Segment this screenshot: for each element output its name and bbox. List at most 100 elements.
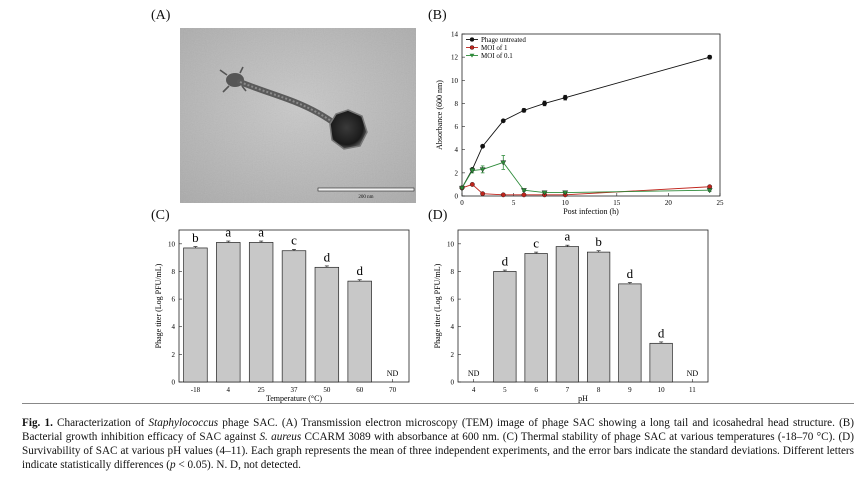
y-tick-label: 4 [451, 323, 455, 331]
data-point [706, 188, 713, 194]
plot-frame [461, 33, 721, 197]
y-tick-label: 10 [168, 240, 176, 248]
tem-micrograph: 200 nm [180, 28, 416, 203]
x-tick-label: 5 [503, 386, 507, 394]
data-point [479, 167, 486, 173]
panel-label-d: (D) [428, 208, 448, 223]
nd-label: ND [387, 369, 399, 378]
y-tick-label: 2 [172, 351, 176, 359]
scale-bar: 200 nm [317, 187, 415, 200]
y-tick-label: 4 [172, 323, 176, 331]
nd-label: ND [468, 369, 480, 378]
nd-label: ND [687, 369, 699, 378]
significance-letter: c [291, 233, 297, 248]
data-point [469, 182, 475, 187]
x-tick-label: 10 [658, 386, 666, 394]
data-point [480, 143, 486, 149]
y-axis-label: Phage titer (Log PFU/mL) [433, 263, 442, 348]
significance-letter: b [192, 230, 199, 245]
legend-marker [469, 37, 475, 42]
phage-head [329, 109, 368, 150]
significance-letter: d [658, 325, 665, 340]
panel-label-c: (C) [151, 208, 170, 223]
x-tick-label: 60 [356, 386, 364, 394]
x-tick-label: 50 [323, 386, 331, 394]
data-point [480, 191, 486, 197]
figure-caption: Fig. 1. Characterization of Staphylococc… [22, 416, 854, 472]
y-axis-label: Phage titer (Log PFU/mL) [154, 263, 163, 348]
y-tick-label: 12 [451, 54, 459, 62]
data-point [459, 185, 465, 191]
y-tick-label: 4 [455, 146, 459, 154]
x-tick-label: 5 [512, 199, 516, 207]
bar [183, 247, 208, 383]
caption-species-2: S. aureus [259, 431, 302, 443]
y-tick-label: 8 [455, 100, 459, 108]
legend-marker [469, 45, 475, 50]
y-tick-label: 14 [451, 31, 459, 39]
y-tick-label: 8 [451, 268, 455, 276]
x-axis-label: pH [578, 394, 588, 403]
data-point [521, 107, 527, 113]
bar [347, 280, 372, 383]
tem-image: 200 nm [180, 28, 416, 203]
data-point [707, 54, 713, 60]
x-tick-label: 70 [389, 386, 397, 394]
x-axis-label: Temperature (°C) [266, 394, 323, 403]
legend-label: MOI of 0.1 [481, 52, 513, 60]
caption-fig-label: Fig. 1. [22, 417, 53, 429]
bar [555, 246, 579, 383]
bar [216, 242, 241, 383]
legend-label: MOI of 1 [481, 44, 508, 52]
data-point [500, 160, 507, 166]
series-line [461, 161, 710, 193]
data-point [541, 190, 548, 196]
x-tick-label: 6 [534, 386, 538, 394]
data-point [500, 192, 506, 198]
x-tick-label: -18 [191, 386, 201, 394]
data-point [500, 118, 506, 124]
significance-letter: d [356, 263, 363, 278]
significance-letter: b [595, 234, 602, 249]
y-axis-label: Absorbance (600 nm) [435, 80, 444, 150]
x-tick-label: 25 [258, 386, 266, 394]
scale-bar-label: 200 nm [358, 195, 373, 200]
x-tick-label: 0 [460, 199, 464, 207]
significance-letter: c [533, 235, 539, 250]
panel-label-a: (A) [151, 8, 171, 23]
bar [314, 266, 340, 383]
significance-letter: d [324, 249, 331, 264]
y-tick-label: 0 [455, 193, 459, 201]
chart-c: 0 2 4 6 8 10 -18 b 4 a 25 a 37 c 50 d 60 d 70 ND Temperature… [154, 224, 410, 403]
caption-text-3: CCARM 3089 with absorbance at 600 nm. (C… [22, 431, 854, 471]
y-tick-label: 6 [172, 296, 176, 304]
y-tick-label: 2 [451, 351, 455, 359]
caption-separator [22, 403, 854, 404]
bar [524, 253, 548, 383]
x-tick-label: 8 [597, 386, 601, 394]
data-point [562, 190, 569, 196]
y-tick-label: 2 [455, 169, 459, 177]
significance-letter: d [502, 253, 509, 268]
legend-label: Phage untreated [481, 36, 526, 44]
y-tick-label: 10 [447, 240, 455, 248]
significance-letter: d [627, 266, 634, 281]
series-line [461, 56, 710, 189]
y-tick-label: 8 [172, 268, 176, 276]
y-tick-label: 0 [172, 379, 176, 387]
y-tick-label: 0 [451, 379, 455, 387]
bar [281, 250, 307, 383]
y-tick-label: 10 [451, 77, 459, 85]
bar [248, 242, 274, 383]
panel-label-b: (B) [428, 8, 447, 23]
significance-letter: a [225, 224, 231, 239]
chart-b: 0 2 4 6 8 10 12 14 0 5 10 15 20 25 Post infection (h) A… [435, 31, 724, 217]
caption-text-4: < 0.05). N. D, not detected. [175, 459, 301, 471]
x-tick-label: 10 [562, 199, 570, 207]
data-point [520, 188, 527, 194]
x-tick-label: 9 [628, 386, 632, 394]
x-tick-label: 4 [227, 386, 231, 394]
caption-text-1: Characterization of [52, 417, 149, 429]
bar [587, 251, 611, 383]
caption-species: Staphylococcus [148, 417, 219, 429]
